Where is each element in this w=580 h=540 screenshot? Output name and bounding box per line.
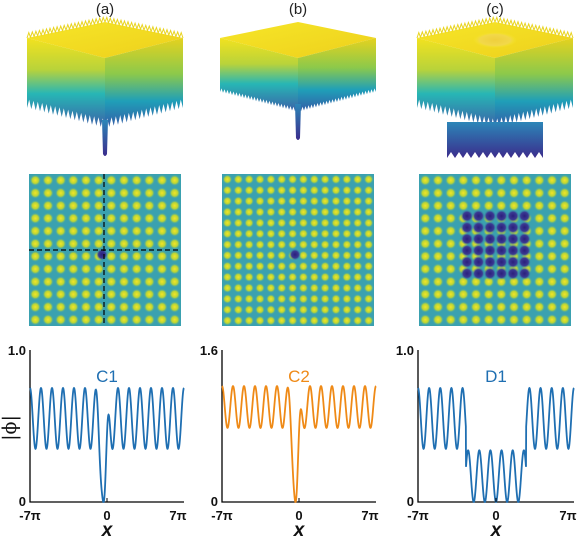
map-defect-block	[460, 209, 531, 280]
y-max-label: 1.0	[396, 343, 414, 358]
x-min-label: -7π	[19, 508, 41, 523]
profile-curve	[221, 385, 377, 503]
plot-axes	[417, 350, 574, 503]
series-name-label: C1	[96, 367, 118, 386]
surface-plot-3	[416, 15, 574, 158]
surface-plot-2	[220, 22, 376, 140]
surface-pit	[295, 104, 301, 140]
x-min-label: -7π	[211, 508, 233, 523]
density-map-2	[222, 174, 374, 326]
surface-pit	[102, 120, 108, 156]
surface-plot-1	[26, 15, 184, 156]
x-zero-label: 0	[103, 508, 110, 523]
map-lattice	[29, 174, 181, 326]
plot-axes	[29, 350, 184, 503]
surface-top-face	[220, 22, 376, 58]
y-axis-label: |ϕ|	[0, 415, 21, 441]
density-map-3	[419, 174, 571, 326]
x-max-label: 7π	[361, 508, 378, 523]
surface-rim-left	[416, 15, 496, 39]
profile-curve	[29, 386, 185, 503]
x-zero-label: 0	[492, 508, 499, 523]
x-axis-label: x	[293, 520, 306, 540]
series-name-label: D1	[485, 367, 507, 386]
x-max-label: 7π	[559, 508, 576, 523]
map-lattice	[222, 174, 374, 326]
density-map-1	[29, 174, 181, 326]
surface-right-wall	[298, 38, 376, 112]
profile-curve	[417, 386, 575, 504]
surface-left-wall	[417, 38, 495, 128]
x-axis-label: x	[101, 520, 114, 540]
surface-left-wall	[27, 38, 105, 128]
panel-label-3: (c)	[486, 1, 504, 18]
y-min-label: 0	[19, 494, 26, 509]
plot-axes	[221, 350, 376, 503]
x-axis-label: x	[490, 520, 503, 540]
panel-label-2: (b)	[289, 1, 307, 18]
series-name-label: C2	[288, 367, 310, 386]
map-defect	[96, 248, 108, 261]
surface-right-wall	[105, 38, 183, 128]
surface-right-wall	[495, 38, 573, 128]
surface-pit	[447, 122, 543, 158]
panel-label-1: (a)	[96, 1, 114, 18]
x-max-label: 7π	[169, 508, 186, 523]
surface-crater	[473, 32, 517, 48]
x-min-label: -7π	[407, 508, 429, 523]
surface-left-wall	[220, 38, 298, 112]
y-max-label: 1.0	[8, 343, 26, 358]
y-min-label: 0	[211, 494, 218, 509]
y-min-label: 0	[407, 494, 414, 509]
surface-rim-left	[26, 15, 106, 39]
y-max-label: 1.6	[200, 343, 218, 358]
surface-rim-right	[104, 15, 184, 39]
surface-rim-right	[494, 15, 574, 39]
map-defect	[289, 248, 301, 261]
x-zero-label: 0	[295, 508, 302, 523]
